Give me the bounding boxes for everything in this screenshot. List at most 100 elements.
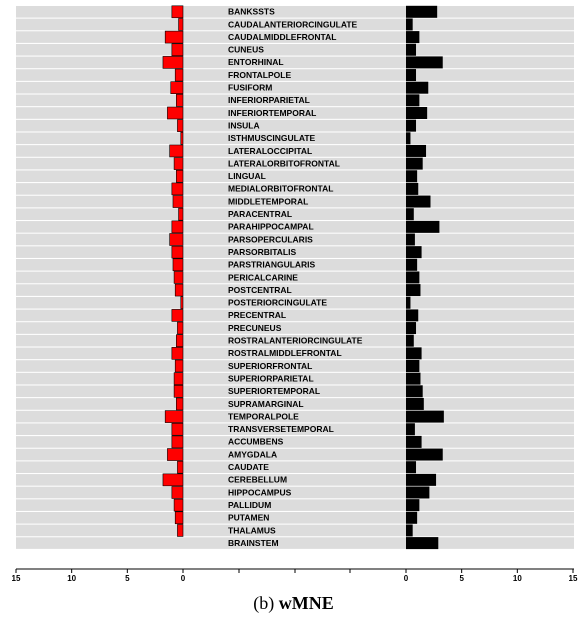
- row-stripe: [16, 360, 574, 372]
- category-label: CEREBELLUM: [228, 475, 287, 485]
- right-axis-tick-label: 0: [404, 574, 409, 583]
- right-bar: [406, 43, 417, 56]
- right-bar: [406, 448, 443, 461]
- category-label: FRONTALPOLE: [228, 70, 291, 80]
- category-label: POSTCENTRAL: [228, 285, 292, 295]
- right-bars: [406, 5, 444, 550]
- right-bar: [406, 94, 420, 107]
- left-bar: [174, 511, 184, 525]
- row-stripe: [16, 69, 574, 81]
- category-label: PARACENTRAL: [228, 209, 292, 219]
- left-bar: [171, 5, 184, 19]
- category-label: THALAMUS: [228, 525, 276, 535]
- category-label: LINGUAL: [228, 171, 266, 181]
- right-bar: [406, 69, 417, 82]
- row-stripe: [16, 94, 574, 107]
- left-bar: [164, 410, 184, 423]
- row-stripe: [16, 195, 574, 208]
- category-label: PRECENTRAL: [228, 310, 286, 320]
- row-stripe: [16, 31, 574, 43]
- right-bar: [406, 499, 420, 512]
- row-stripe: [16, 119, 574, 132]
- left-axis-tick-label: 0: [181, 574, 186, 583]
- stripe-layer: [16, 6, 574, 549]
- right-bar: [406, 81, 429, 94]
- left-bar: [171, 309, 184, 322]
- left-bar: [173, 372, 184, 385]
- right-bar: [406, 511, 418, 524]
- category-label: POSTERIORCINGULATE: [228, 298, 327, 308]
- right-bar: [406, 220, 440, 233]
- row-stripe: [16, 398, 574, 410]
- left-bar: [171, 422, 184, 436]
- row-stripe: [16, 43, 574, 56]
- category-label: LATERALOCCIPITAL: [228, 146, 312, 156]
- left-bar: [177, 460, 184, 474]
- row-stripe: [16, 132, 574, 145]
- caption-method: wMNE: [278, 593, 334, 613]
- category-label: INSULA: [228, 120, 260, 130]
- right-bar: [406, 144, 427, 157]
- right-bar: [406, 334, 414, 347]
- category-label: PRECUNEUS: [228, 323, 282, 333]
- category-label: ENTORHINAL: [228, 57, 284, 67]
- category-label: AMYGDALA: [228, 449, 277, 459]
- left-bar: [180, 132, 184, 145]
- right-bar: [406, 347, 422, 360]
- row-stripe: [16, 107, 574, 119]
- right-bar: [406, 56, 443, 69]
- row-stripe: [16, 208, 574, 220]
- left-bar: [171, 43, 184, 57]
- left-bar: [171, 347, 184, 360]
- row-stripe: [16, 322, 574, 334]
- right-bar: [406, 284, 421, 297]
- left-bar: [178, 207, 184, 221]
- row-stripe: [16, 183, 574, 195]
- category-label: LATERALORBITOFRONTAL: [228, 158, 340, 168]
- row-stripe: [16, 448, 574, 461]
- right-axis-tick-label: 15: [569, 574, 578, 583]
- left-bar: [171, 486, 184, 499]
- category-label: PALLIDUM: [228, 500, 271, 510]
- row-stripe: [16, 170, 574, 183]
- right-bar: [406, 271, 420, 284]
- row-stripe: [16, 372, 574, 385]
- left-bar: [169, 144, 184, 158]
- right-bar: [406, 132, 411, 145]
- right-bar: [406, 119, 417, 132]
- left-bar: [170, 81, 184, 94]
- category-label: SUPERIORPARIETAL: [228, 373, 314, 383]
- right-bar: [406, 5, 438, 18]
- right-bar: [406, 18, 413, 31]
- category-label: MEDIALORBITOFRONTAL: [228, 184, 333, 194]
- left-bar: [171, 182, 184, 196]
- row-stripe: [16, 157, 574, 170]
- row-stripe: [16, 385, 574, 398]
- right-bar: [406, 473, 437, 486]
- row-stripe: [16, 56, 574, 69]
- category-label: ACCUMBENS: [228, 437, 284, 447]
- category-label: ISTHMUSCINGULATE: [228, 133, 316, 143]
- left-bar: [171, 435, 184, 449]
- category-label: PUTAMEN: [228, 513, 269, 523]
- left-bar: [169, 233, 184, 246]
- category-label: HIPPOCAMPUS: [228, 487, 292, 497]
- right-bar: [406, 107, 428, 119]
- right-bar: [406, 537, 439, 550]
- row-stripe: [16, 512, 574, 524]
- left-bar: [171, 220, 184, 234]
- row-stripe: [16, 81, 574, 94]
- right-axis-tick-label: 5: [459, 574, 464, 583]
- category-label: MIDDLETEMPORAL: [228, 196, 308, 206]
- figure-caption: (b) wMNE: [0, 593, 587, 614]
- right-bar: [406, 360, 420, 372]
- row-stripe: [16, 524, 574, 537]
- left-bar: [177, 524, 184, 537]
- row-stripe: [16, 18, 574, 31]
- right-bar: [406, 208, 414, 221]
- category-label: SUPRAMARGINAL: [228, 399, 304, 409]
- category-label: ROSTRALANTERIORCINGULATE: [228, 336, 363, 346]
- category-label: PARAHIPPOCAMPAL: [228, 222, 314, 232]
